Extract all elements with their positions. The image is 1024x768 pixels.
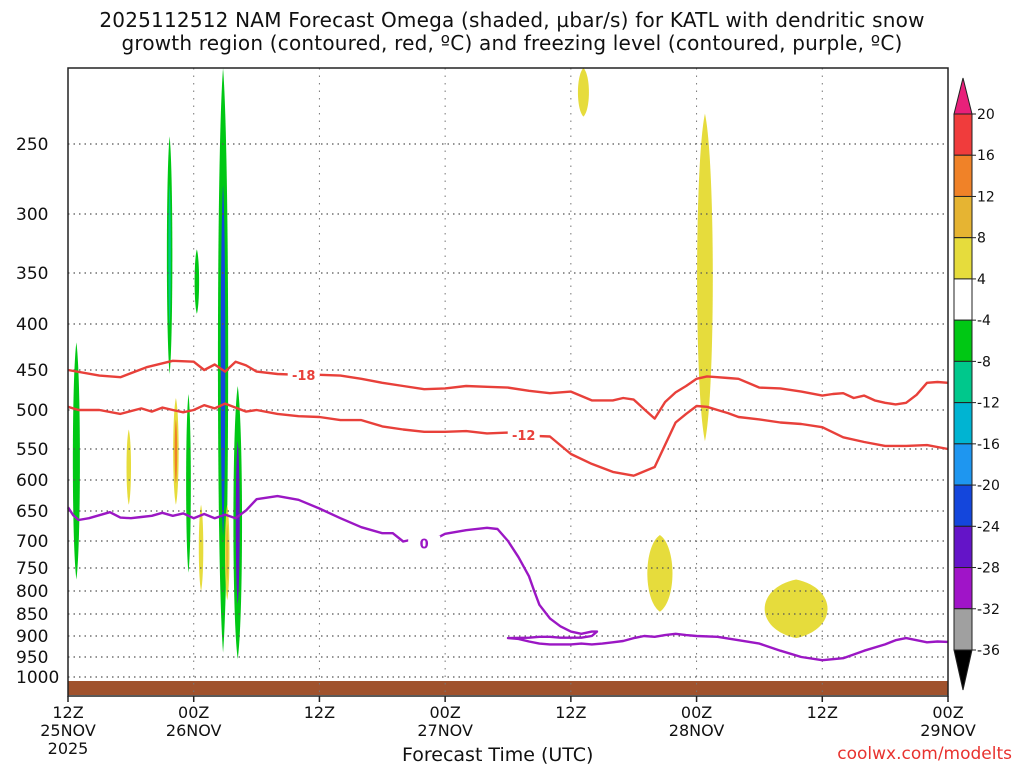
colorbar-swatch-12	[953, 567, 973, 610]
ascent-core-b	[194, 249, 200, 314]
y-tick-label-650: 650	[16, 502, 48, 522]
y-tick-label-850: 850	[16, 605, 48, 625]
y-tick-label-1000: 1000	[16, 668, 59, 688]
colorbar-swatch-8	[953, 402, 973, 445]
ascent-core-a-core	[168, 183, 171, 327]
plot-frame	[67, 67, 949, 697]
colorbar-swatch-11	[953, 525, 973, 569]
surface-layer	[68, 681, 948, 695]
chart-title-line-2: growth region (contoured, red, ºC) and f…	[121, 31, 903, 55]
y-tick-label-500: 500	[16, 401, 48, 421]
dendritic-top-line	[67, 359, 949, 420]
colorbar-swatch-1	[953, 113, 973, 156]
colorbar-label-8: -16	[977, 437, 1000, 453]
credit-link[interactable]: coolwx.com/modelts	[837, 744, 1012, 764]
colorbar-label-13: -36	[977, 643, 1000, 659]
x-tick-label-84-2: 29NOV	[920, 721, 976, 740]
colorbar-label-5: -4	[977, 313, 991, 329]
y-tick-label-400: 400	[16, 315, 48, 335]
dendritic-bottom-label: -12	[512, 429, 536, 444]
colorbar-swatch-6	[953, 319, 973, 362]
axis-layer: 2503003504004505005506006507007508008509…	[16, 135, 976, 758]
surface-ground	[68, 681, 948, 695]
colorbar-swatch-5	[953, 278, 973, 321]
freezing-level-label: 0	[420, 538, 429, 553]
x-tick-label-84-1: 00Z	[932, 703, 963, 722]
descent-d-core	[226, 523, 229, 582]
descent-a-core	[174, 419, 178, 484]
ascent-core-f	[186, 394, 191, 573]
descent-g	[647, 535, 673, 612]
freezing-level-line	[66, 494, 949, 662]
y-tick-label-950: 950	[16, 648, 48, 668]
colorbar-swatch-3	[953, 195, 973, 239]
colorbar-layer: 20 16 12 8 4 -4 -8 -12 -16 -20 -24 -28 -32 -36	[953, 77, 1000, 691]
x-tick-label-36-1: 00Z	[429, 703, 460, 722]
dendritic-top-label-bg	[287, 366, 320, 382]
x-tick-label-0-3: 2025	[48, 739, 89, 758]
colorbar-swatch-14	[953, 649, 973, 691]
x-tick-label-60-1: 00Z	[681, 703, 712, 722]
x-tick-label-60-2: 28NOV	[669, 721, 725, 740]
colorbar-label-0: 20	[977, 107, 995, 123]
descent-f	[697, 113, 713, 442]
colorbar-label-11: -28	[977, 561, 1000, 577]
x-tick-label-48-1: 12Z	[555, 703, 586, 722]
y-tick-label-450: 450	[16, 361, 48, 381]
colorbar-label-1: 16	[977, 148, 995, 164]
colorbar-label-2: 12	[977, 189, 995, 205]
chart-title-line-1: 2025112512 NAM Forecast Omega (shaded, µ…	[99, 8, 925, 32]
colorbar-label-9: -20	[977, 478, 1000, 494]
colorbar-label-12: -32	[977, 602, 1000, 618]
dendritic-top-label: -18	[292, 369, 316, 384]
descent-h	[764, 579, 828, 639]
y-tick-label-900: 900	[16, 627, 48, 647]
colorbar-label-7: -12	[977, 396, 1000, 412]
y-tick-label-300: 300	[16, 205, 48, 225]
dendritic-bottom-label-bg	[507, 426, 540, 442]
x-tick-label-36-2: 27NOV	[417, 721, 473, 740]
dendritic-bottom-line	[67, 402, 949, 477]
x-tick-label-72-1: 12Z	[807, 703, 838, 722]
x-axis-label: Forecast Time (UTC)	[402, 744, 594, 766]
colorbar-label-3: 8	[977, 231, 986, 247]
descent-c	[198, 504, 204, 591]
x-tick-label-12-2: 26NOV	[166, 721, 222, 740]
colorbar-swatch-2	[953, 154, 973, 197]
colorbar-label-6: -8	[977, 354, 991, 370]
descent-e	[577, 68, 589, 117]
x-tick-label-24-1: 12Z	[304, 703, 335, 722]
colorbar-swatch-4	[953, 237, 973, 280]
colorbar-swatch-13	[953, 608, 973, 651]
y-tick-label-800: 800	[16, 582, 48, 602]
colorbar-label-10: -24	[977, 519, 1000, 535]
x-tick-label-0-2: 25NOV	[40, 721, 96, 740]
x-tick-label-12-1: 00Z	[178, 703, 209, 722]
y-tick-label-550: 550	[16, 440, 48, 460]
y-tick-label-350: 350	[16, 264, 48, 284]
ascent-core-d-core	[235, 440, 240, 605]
colorbar-swatch-9	[953, 443, 973, 486]
y-tick-label-700: 700	[16, 532, 48, 552]
colorbar-swatch-0	[953, 77, 973, 115]
descent-b	[126, 429, 132, 505]
y-tick-label-250: 250	[16, 135, 48, 155]
x-tick-label-0-1: 12Z	[52, 703, 83, 722]
freezing-level-label-bg	[408, 535, 441, 551]
ascent-core-c-core	[220, 184, 226, 536]
y-tick-label-750: 750	[16, 559, 48, 579]
colorbar-swatch-10	[953, 484, 973, 527]
omega-shading-layer	[72, 68, 828, 659]
frame-layer	[67, 67, 949, 697]
contour-layer: -18 -12 0	[66, 359, 949, 662]
colorbar-label-4: 4	[977, 272, 986, 288]
ascent-core-e	[72, 342, 80, 580]
colorbar-swatch-7	[953, 360, 973, 404]
y-tick-label-600: 600	[16, 471, 48, 491]
grid-layer	[67, 68, 949, 696]
